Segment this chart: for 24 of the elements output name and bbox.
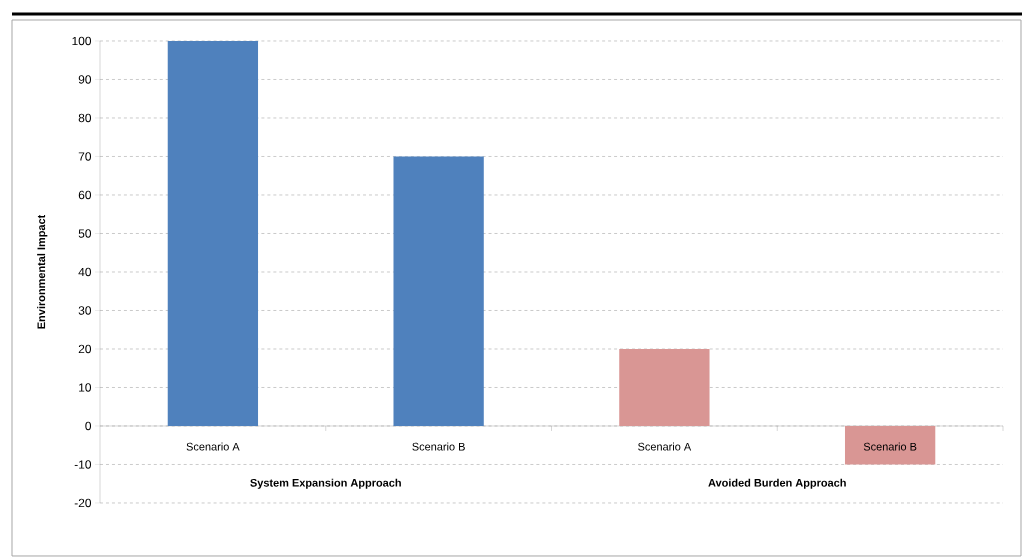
y-tick-label: 30 [78, 306, 92, 315]
bar [167, 40, 259, 426]
bar [844, 425, 936, 465]
y-tick-label: 0 [85, 421, 92, 431]
annotation: Avoided Burden Approach [708, 478, 846, 489]
y-tick-label: 20 [78, 344, 92, 354]
y-tick-label: 50 [78, 229, 92, 238]
bar [619, 348, 710, 426]
bar [393, 156, 484, 426]
y-axis-title: Environmental Impact [37, 214, 48, 329]
y-tick-label: -20 [74, 498, 92, 508]
x-tick-label: Scenario B [412, 442, 465, 451]
y-tick-label: 90 [78, 75, 92, 84]
x-tick-label: Scenario B [863, 442, 917, 451]
x-tick-label: Scenario A [638, 442, 692, 451]
annotation: System Expansion Approach [250, 478, 401, 489]
y-tick-label: 10 [79, 383, 92, 392]
y-tick-label: 100 [72, 36, 92, 46]
y-tick-label: 70 [78, 152, 92, 161]
y-tick-label: -10 [74, 460, 92, 469]
y-tick-label: 40 [78, 267, 92, 277]
y-tick-label: 80 [78, 113, 92, 123]
y-tick-label: 60 [78, 190, 92, 200]
x-tick-label: Scenario A [186, 442, 240, 451]
